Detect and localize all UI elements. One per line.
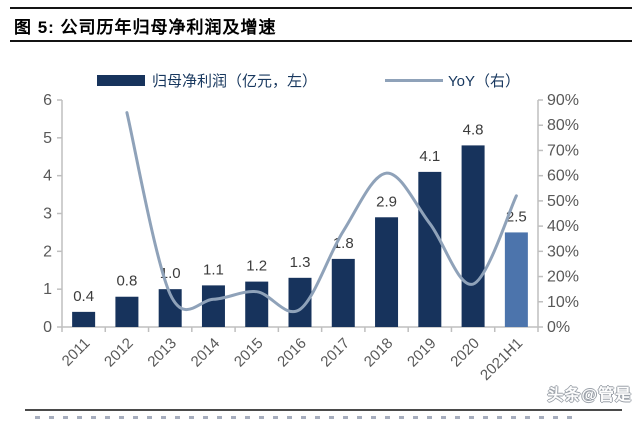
left-axis-tick-label: 4 bbox=[43, 168, 52, 185]
bar-value-label: 0.8 bbox=[116, 273, 137, 290]
left-axis-tick-label: 2 bbox=[43, 243, 52, 260]
x-axis-category-label: 2015 bbox=[231, 335, 267, 371]
bar-2017 bbox=[331, 258, 355, 327]
legend-bar-label: 归母净利润（亿元，左） bbox=[152, 73, 318, 90]
legend-line-label: YoY（右） bbox=[448, 73, 520, 90]
bar-2012 bbox=[115, 296, 139, 327]
x-axis-category-label: 2018 bbox=[361, 335, 397, 371]
right-axis-tick-label: 80% bbox=[547, 117, 579, 134]
bar-2020 bbox=[461, 145, 485, 327]
right-axis-tick-label: 10% bbox=[547, 294, 579, 311]
clipped-source-text-remnant bbox=[35, 416, 580, 419]
bar-2013 bbox=[158, 289, 182, 327]
bar-value-label: 0.4 bbox=[73, 288, 94, 305]
title-underline-rule bbox=[10, 40, 632, 42]
x-axis-category-label: 2011 bbox=[59, 335, 94, 370]
x-axis-category-label: 2013 bbox=[144, 335, 180, 371]
right-axis-tick-label: 60% bbox=[547, 168, 579, 185]
bar-2011 bbox=[72, 311, 96, 327]
left-axis-tick-label: 0 bbox=[43, 319, 52, 336]
bar-value-label: 4.1 bbox=[419, 148, 440, 165]
top-rule bbox=[10, 7, 632, 9]
legend-line-swatch bbox=[385, 79, 443, 82]
x-axis-category-label: 2014 bbox=[188, 335, 224, 371]
right-axis-tick-label: 40% bbox=[547, 218, 579, 235]
bar-2014 bbox=[201, 285, 225, 327]
bar-2016 bbox=[288, 277, 312, 327]
bar-value-label: 4.8 bbox=[463, 121, 484, 138]
watermark: 头条@管是 bbox=[547, 387, 632, 404]
left-axis-tick-label: 6 bbox=[43, 92, 52, 109]
x-axis-category-label: 2021H1 bbox=[477, 335, 526, 384]
bar-value-label: 1.1 bbox=[203, 261, 224, 278]
legend-item-yoy: YoY（右） bbox=[385, 70, 520, 91]
right-axis-tick-label: 0% bbox=[547, 319, 570, 336]
bar-value-label: 1.3 bbox=[290, 254, 311, 271]
bottom-rule bbox=[25, 409, 622, 411]
bar-2021H1 bbox=[504, 232, 528, 327]
x-axis-category-label: 2017 bbox=[317, 335, 353, 371]
bar-value-label: 2.9 bbox=[376, 193, 397, 210]
figure-title: 图 5: 公司历年归母净利润及增速 bbox=[14, 18, 277, 37]
right-axis-tick-label: 50% bbox=[547, 193, 579, 210]
bar-2019 bbox=[418, 171, 442, 327]
left-axis-tick-label: 5 bbox=[43, 130, 52, 147]
legend-bar-swatch bbox=[97, 75, 145, 86]
x-axis-category-label: 2019 bbox=[404, 335, 440, 371]
right-axis-tick-label: 90% bbox=[547, 92, 579, 109]
x-axis-category-label: 2012 bbox=[101, 335, 137, 371]
right-axis-tick-label: 30% bbox=[547, 243, 579, 260]
bar-2018 bbox=[375, 217, 399, 327]
left-axis-tick-label: 1 bbox=[43, 281, 52, 298]
right-axis-tick-label: 70% bbox=[547, 142, 579, 159]
yoy-line bbox=[125, 111, 518, 314]
chart-legend: 归母净利润（亿元，左） YoY（右） bbox=[97, 70, 557, 92]
left-axis-tick-label: 3 bbox=[43, 206, 52, 223]
x-axis-category-label: 2016 bbox=[274, 335, 310, 371]
right-axis-tick-label: 20% bbox=[547, 269, 579, 286]
legend-item-net-profit: 归母净利润（亿元，左） bbox=[97, 70, 317, 91]
bar-value-label: 1.2 bbox=[246, 258, 267, 275]
x-axis-category-label: 2020 bbox=[447, 335, 483, 371]
bar-2015 bbox=[245, 281, 269, 327]
